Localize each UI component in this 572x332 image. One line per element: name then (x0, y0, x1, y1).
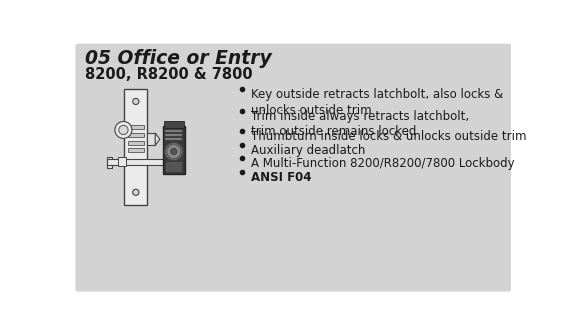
FancyBboxPatch shape (76, 44, 511, 291)
Polygon shape (155, 133, 160, 145)
Bar (164, 122, 184, 127)
Circle shape (170, 148, 177, 155)
Bar (165, 161, 182, 172)
Circle shape (133, 98, 139, 105)
Text: A Multi-Function 8200/R8200/7800 Lockbody: A Multi-Function 8200/R8200/7800 Lockbod… (251, 157, 514, 170)
Bar (176, 157, 181, 171)
Bar (128, 125, 144, 129)
Text: 05 Office or Entry: 05 Office or Entry (85, 49, 272, 68)
Bar (107, 157, 112, 168)
Bar (107, 159, 181, 165)
Bar (128, 133, 144, 137)
Text: ANSI F04: ANSI F04 (251, 171, 311, 184)
Circle shape (133, 189, 139, 195)
Circle shape (115, 122, 132, 138)
Text: Trim inside always retracts latchbolt,
trim outside remains locked: Trim inside always retracts latchbolt, t… (251, 110, 468, 138)
Bar (165, 134, 182, 136)
Bar (165, 138, 182, 140)
Bar (163, 126, 185, 174)
Bar (121, 127, 126, 133)
Text: Auxiliary deadlatch: Auxiliary deadlatch (251, 144, 365, 157)
Circle shape (167, 144, 181, 158)
Circle shape (119, 125, 128, 134)
Bar (128, 148, 144, 152)
Bar (148, 133, 155, 145)
Bar (128, 141, 144, 144)
Text: Thumbturn inside locks & unlocks outside trim: Thumbturn inside locks & unlocks outside… (251, 130, 526, 143)
Bar (124, 89, 148, 205)
Text: 8200, R8200 & 7800: 8200, R8200 & 7800 (85, 67, 253, 82)
Circle shape (165, 142, 183, 161)
Bar (165, 130, 182, 132)
Text: Key outside retracts latchbolt, also locks &
unlocks outside trim: Key outside retracts latchbolt, also loc… (251, 88, 503, 117)
Bar (118, 157, 126, 166)
